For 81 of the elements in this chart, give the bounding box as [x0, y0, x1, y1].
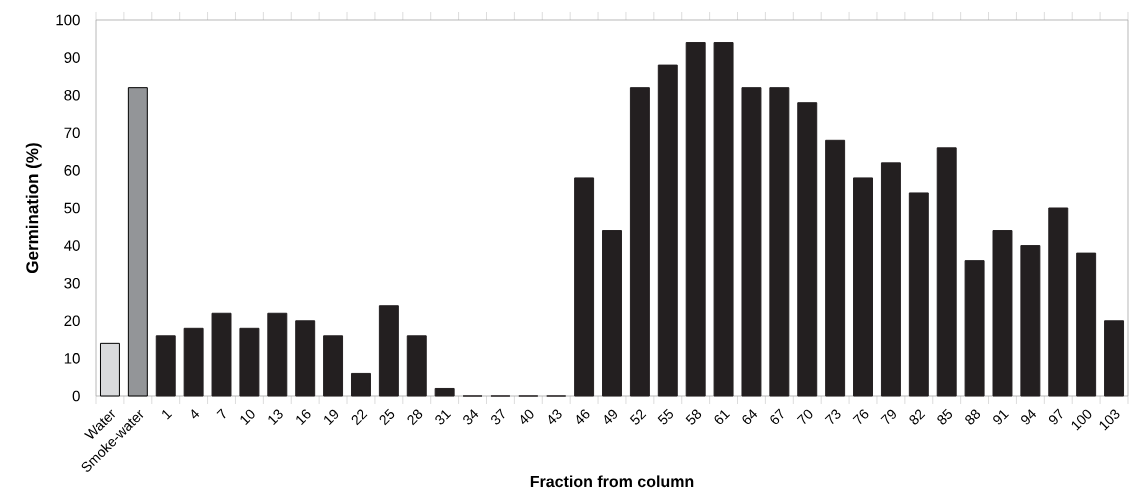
- x-tick-label: 76: [852, 409, 869, 425]
- x-tick-label: 103: [1099, 409, 1120, 431]
- y-tick-label: 0: [72, 390, 80, 402]
- x-tick-label: 37: [491, 408, 505, 425]
- x-tick-label: 52: [629, 409, 647, 425]
- x-tick-label: 22: [351, 409, 368, 426]
- y-tick-label: 40: [64, 240, 80, 251]
- bar: [992, 230, 1013, 397]
- bar: [908, 192, 929, 397]
- bar: [434, 387, 455, 397]
- x-tick-label: 1: [162, 410, 173, 420]
- x-tick-label: 55: [657, 408, 674, 425]
- x-tick-label: 70: [796, 409, 813, 425]
- bar: [406, 335, 427, 397]
- x-tick-label: 16: [296, 409, 311, 426]
- y-tick-label: 70: [64, 127, 80, 139]
- bar: [853, 177, 874, 397]
- x-tick-label: 64: [742, 409, 758, 425]
- x-tick-label: 43: [548, 409, 562, 425]
- x-tick-label: 10: [240, 409, 255, 426]
- x-tick-label: 79: [880, 409, 896, 425]
- x-tick-label: 34: [463, 409, 479, 425]
- bar: [741, 87, 762, 397]
- x-tick-label: 67: [770, 408, 784, 425]
- bar: [239, 327, 260, 397]
- bar: [323, 335, 344, 397]
- bar: [99, 342, 120, 397]
- bar: [183, 327, 204, 397]
- bar: [936, 147, 957, 397]
- x-tick-label: 7: [216, 408, 226, 419]
- x-tick-label: 31: [435, 410, 452, 425]
- bar: [657, 64, 678, 397]
- bar: [629, 87, 650, 397]
- y-tick-label: 20: [64, 315, 80, 327]
- bar: [574, 177, 595, 397]
- bar: [964, 260, 985, 397]
- bar: [378, 305, 399, 397]
- x-tick-label: 4: [191, 409, 200, 419]
- bar: [295, 320, 316, 397]
- x-tick-label: 46: [576, 409, 590, 425]
- y-tick-label: 80: [64, 89, 80, 101]
- x-tick-label: 97: [1048, 408, 1063, 425]
- bar: [769, 87, 790, 397]
- x-tick-label: 82: [909, 409, 926, 425]
- y-tick-label: 30: [64, 277, 80, 289]
- bar: [211, 312, 232, 397]
- bar: [155, 335, 176, 397]
- bar: [602, 230, 622, 397]
- x-tick-label: 19: [324, 409, 339, 426]
- x-axis-title: Fraction from column: [530, 475, 694, 488]
- bar: [880, 162, 901, 397]
- y-axis-title: Germination (%): [25, 143, 42, 273]
- bar: [1076, 252, 1097, 397]
- y-tick-label: 60: [64, 165, 80, 176]
- y-tick-label: 10: [64, 353, 80, 364]
- x-tick-label: 61: [714, 410, 730, 425]
- bar: [267, 312, 288, 397]
- bar: [797, 102, 818, 397]
- bar: [825, 139, 846, 397]
- bar: [1104, 320, 1125, 397]
- x-tick-label: 73: [824, 409, 841, 425]
- x-tick-label: 91: [993, 410, 1009, 425]
- x-tick-label: 85: [937, 408, 953, 425]
- x-tick-label: 28: [407, 409, 423, 426]
- bar: [127, 87, 148, 397]
- bar: [350, 372, 371, 397]
- bar: [1048, 207, 1069, 397]
- bar: [713, 42, 734, 397]
- y-tick-label: 100: [56, 14, 80, 26]
- bar: [1020, 245, 1041, 397]
- x-tick-label: 94: [1021, 409, 1037, 425]
- bar: [685, 42, 706, 397]
- x-tick-label: 49: [604, 409, 617, 425]
- y-tick-label: 50: [64, 202, 80, 214]
- x-tick-label: 100: [1071, 409, 1092, 431]
- x-tick-label: 25: [379, 408, 395, 426]
- x-tick-label: 13: [268, 409, 283, 426]
- x-tick-label: 58: [685, 409, 702, 425]
- y-tick-label: 90: [64, 52, 80, 63]
- x-tick-label: 40: [520, 409, 534, 425]
- x-tick-label: 88: [965, 409, 981, 425]
